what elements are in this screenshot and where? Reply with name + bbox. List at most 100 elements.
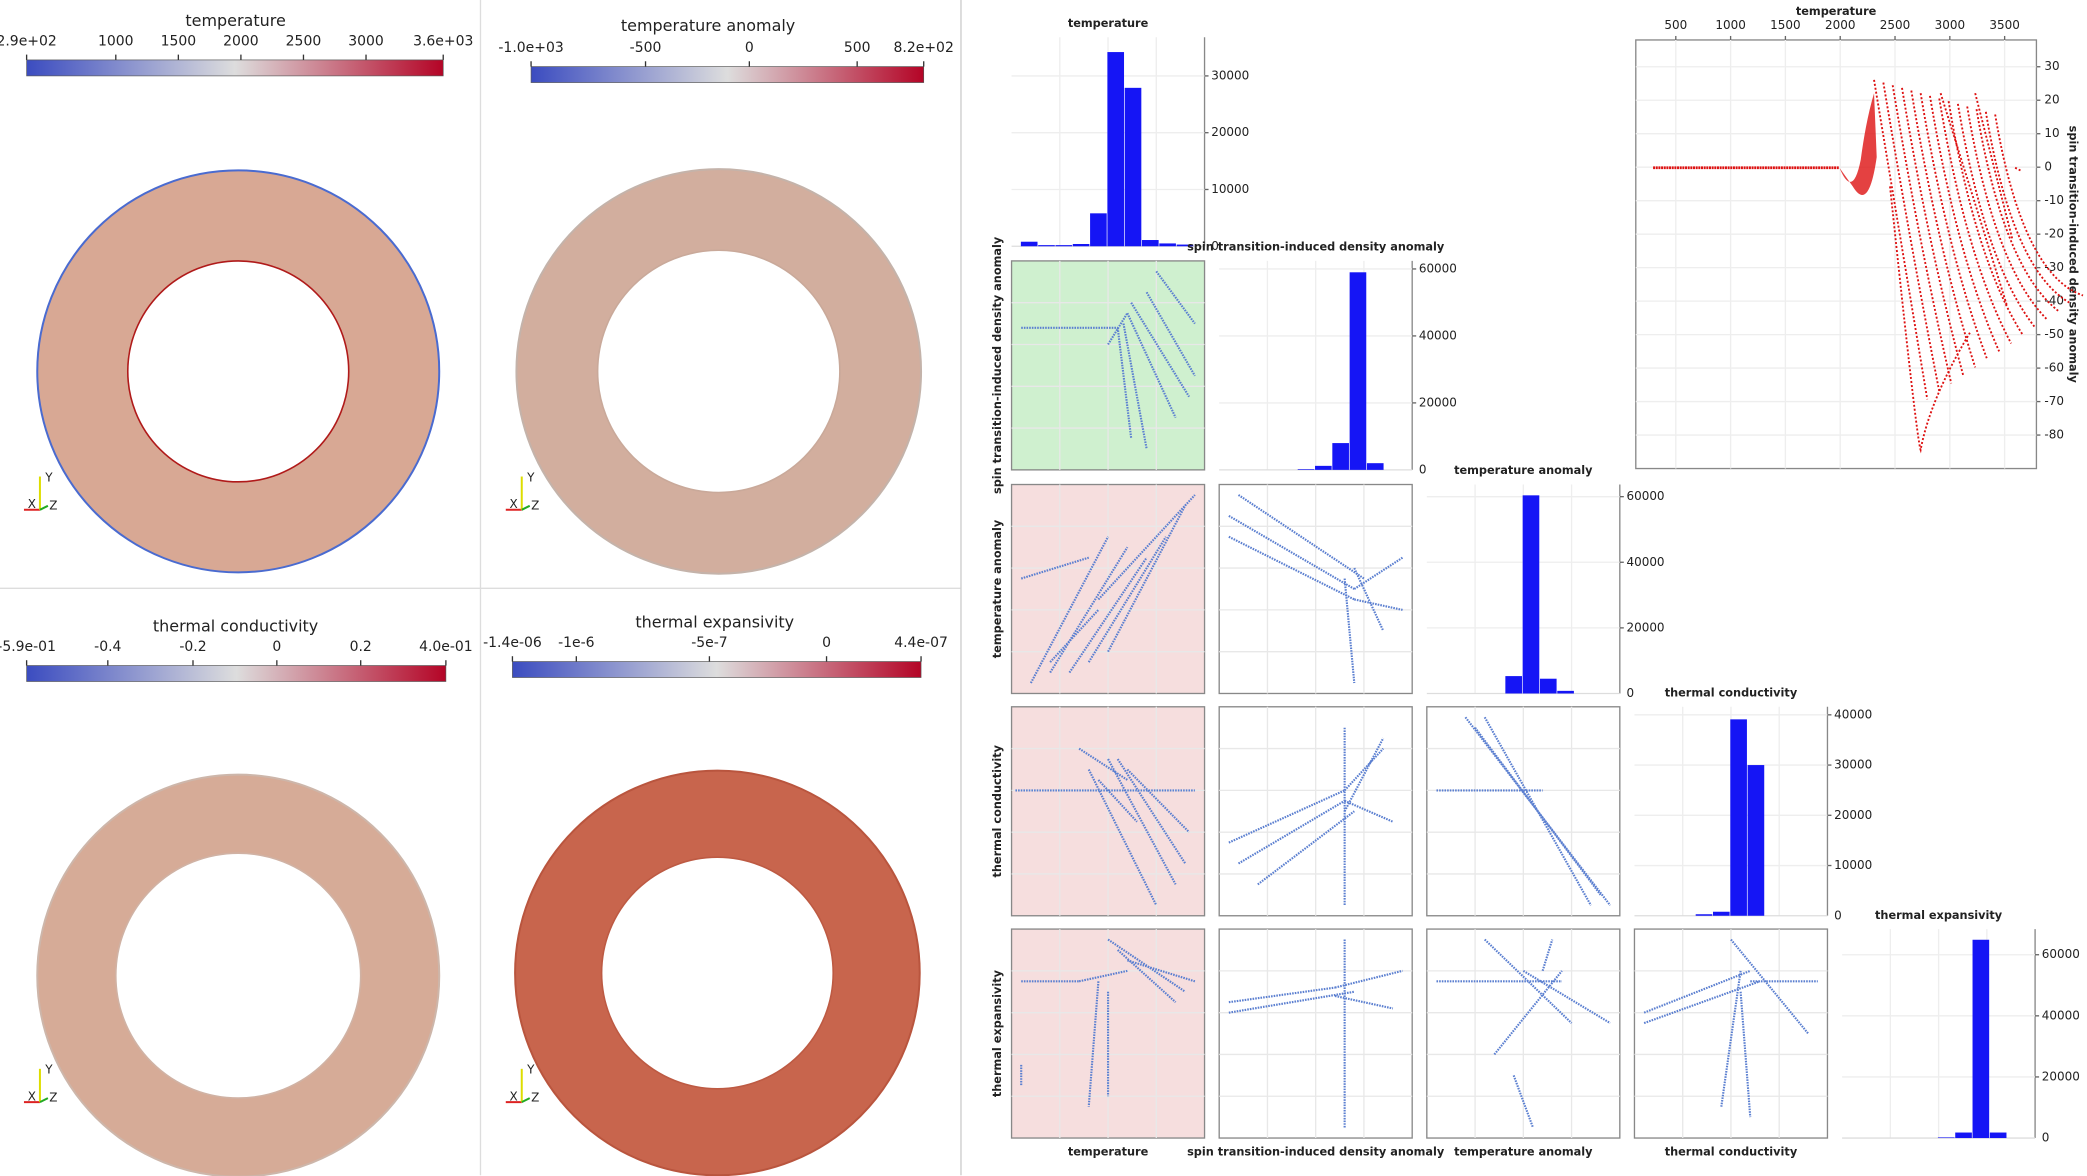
scatter-points [1353, 567, 1385, 632]
y-axis-title: thermal expansivity [991, 969, 1004, 1097]
colorbar-tick-label: 0 [272, 639, 281, 655]
scatter-points [1643, 969, 1751, 1014]
colorbar-tick-label: 2.9e+02 [0, 33, 57, 49]
scatter-points [1739, 991, 1752, 1118]
colorbar [512, 661, 922, 678]
scatter-points [1155, 270, 1196, 325]
histogram-bar [1124, 87, 1142, 247]
annulus [515, 770, 920, 1176]
y-tick-label: -30 [2044, 260, 2064, 274]
colorbar-tick-label: -5e-7 [691, 635, 727, 651]
colorbar [26, 59, 444, 77]
triad-label: Y [526, 1063, 535, 1077]
y-tick-label: -80 [2044, 428, 2064, 442]
scatter-points [1343, 578, 1356, 684]
inner-boundary [596, 249, 841, 494]
y-tick-label: 20000 [1626, 620, 1664, 634]
y-tick-label: 0 [1419, 462, 1427, 476]
y-axis-title: spin transition-induced density anomaly [991, 236, 1004, 494]
x-axis-title: temperature anomaly [1454, 1146, 1593, 1159]
colorbar-tick-label: -0.2 [179, 639, 206, 655]
scatter-points [1049, 609, 1100, 663]
scatter-points [1891, 85, 1953, 384]
scatter-points [1354, 598, 1403, 611]
outer-boundary [36, 773, 441, 1176]
y-tick-label: 40000 [1834, 707, 1872, 721]
scatter-points [1730, 938, 1809, 1035]
x-tick-label: 2500 [1880, 18, 1910, 32]
scatter-points [1901, 87, 1965, 376]
scatter-points [1343, 747, 1385, 792]
scatter-points [1237, 494, 1365, 580]
y-tick-label: 20 [2044, 93, 2059, 107]
scatter-points [1020, 556, 1090, 580]
y-tick-label: 20000 [1211, 125, 1249, 139]
scatter-points [1087, 769, 1158, 906]
scatter-points [1029, 536, 1109, 684]
colorbar-tick-label: 4.4e-07 [894, 635, 948, 651]
histogram-bar [1557, 690, 1574, 694]
histogram-bar [1107, 52, 1125, 247]
colorbar-tick-label: -1.0e+03 [498, 40, 563, 56]
plot-title: temperature [1796, 5, 1877, 18]
scatter-points [1839, 93, 1877, 195]
scatter-points [1126, 312, 1177, 419]
colorbar-title: temperature [185, 11, 285, 30]
y-tick-label: 10000 [1211, 182, 1249, 196]
y-tick-label: -60 [2044, 361, 2064, 375]
y-tick-label: 60000 [1626, 489, 1664, 503]
y-tick-label: -50 [2044, 327, 2064, 341]
histogram-bar [1989, 1132, 2007, 1139]
outer-boundary [36, 169, 441, 574]
colorbar-title: thermal expansivity [635, 612, 794, 631]
inner-boundary [600, 856, 835, 1090]
triad-label: Y [44, 470, 53, 484]
colorbar-tick-label: 500 [844, 40, 871, 56]
scatter-points [1334, 994, 1394, 1010]
scatter-points [1087, 981, 1100, 1107]
y-axis-title: spin transition-induced density anomaly [2066, 126, 2079, 384]
x-tick-label: 1000 [1715, 18, 1745, 32]
scatter-points [1493, 970, 1563, 1056]
y-tick-label: 20000 [1419, 395, 1457, 409]
colorbar-title: thermal conductivity [153, 616, 318, 635]
scatter-points [1522, 969, 1611, 1025]
x-tick-label: 1500 [1770, 18, 1800, 32]
histogram-bar [1055, 245, 1073, 247]
scatter-points [1237, 799, 1346, 865]
scatter-points [1078, 747, 1128, 781]
histogram-bar [1539, 678, 1557, 694]
histogram-bar [1955, 1132, 1972, 1139]
inner-boundary [114, 852, 362, 1099]
y-tick-label: 30000 [1834, 758, 1872, 772]
triad-z [39, 1097, 49, 1103]
y-tick-label: 10 [2044, 126, 2059, 140]
histogram-bar [1695, 914, 1713, 916]
histogram-bar [1072, 243, 1090, 247]
scatter-points [1107, 312, 1129, 346]
scatter-points [1145, 291, 1196, 377]
scatter-points [1720, 970, 1742, 1107]
scatter-points [1049, 546, 1129, 674]
triad-label: Z [531, 1091, 539, 1105]
colorbar-tick-label: 4.0e-01 [419, 639, 473, 655]
triad-z [39, 504, 49, 511]
scatter-points [1938, 98, 2012, 344]
scatter-points [1344, 799, 1394, 823]
colorbar-tick-label: -1.4e-06 [483, 635, 542, 651]
x-tick-label: 3000 [1935, 18, 1965, 32]
histogram-bar [1937, 1137, 1955, 1139]
triad-label: X [510, 1089, 518, 1103]
colorbar [530, 66, 925, 83]
y-tick-label: 40000 [1419, 328, 1457, 342]
histogram-title: spin transition-induced density anomaly [1187, 241, 1445, 254]
triad-label: Y [44, 1063, 53, 1077]
x-tick-label: 3500 [1989, 18, 2019, 32]
scatter-points [1483, 938, 1573, 1024]
histogram-bar [1020, 241, 1038, 247]
x-tick-label: 500 [1664, 18, 1687, 32]
histogram-bar [1505, 676, 1522, 694]
y-tick-label: 20000 [2042, 1069, 2080, 1083]
triad-label: Y [526, 470, 535, 484]
annulus [516, 168, 922, 574]
